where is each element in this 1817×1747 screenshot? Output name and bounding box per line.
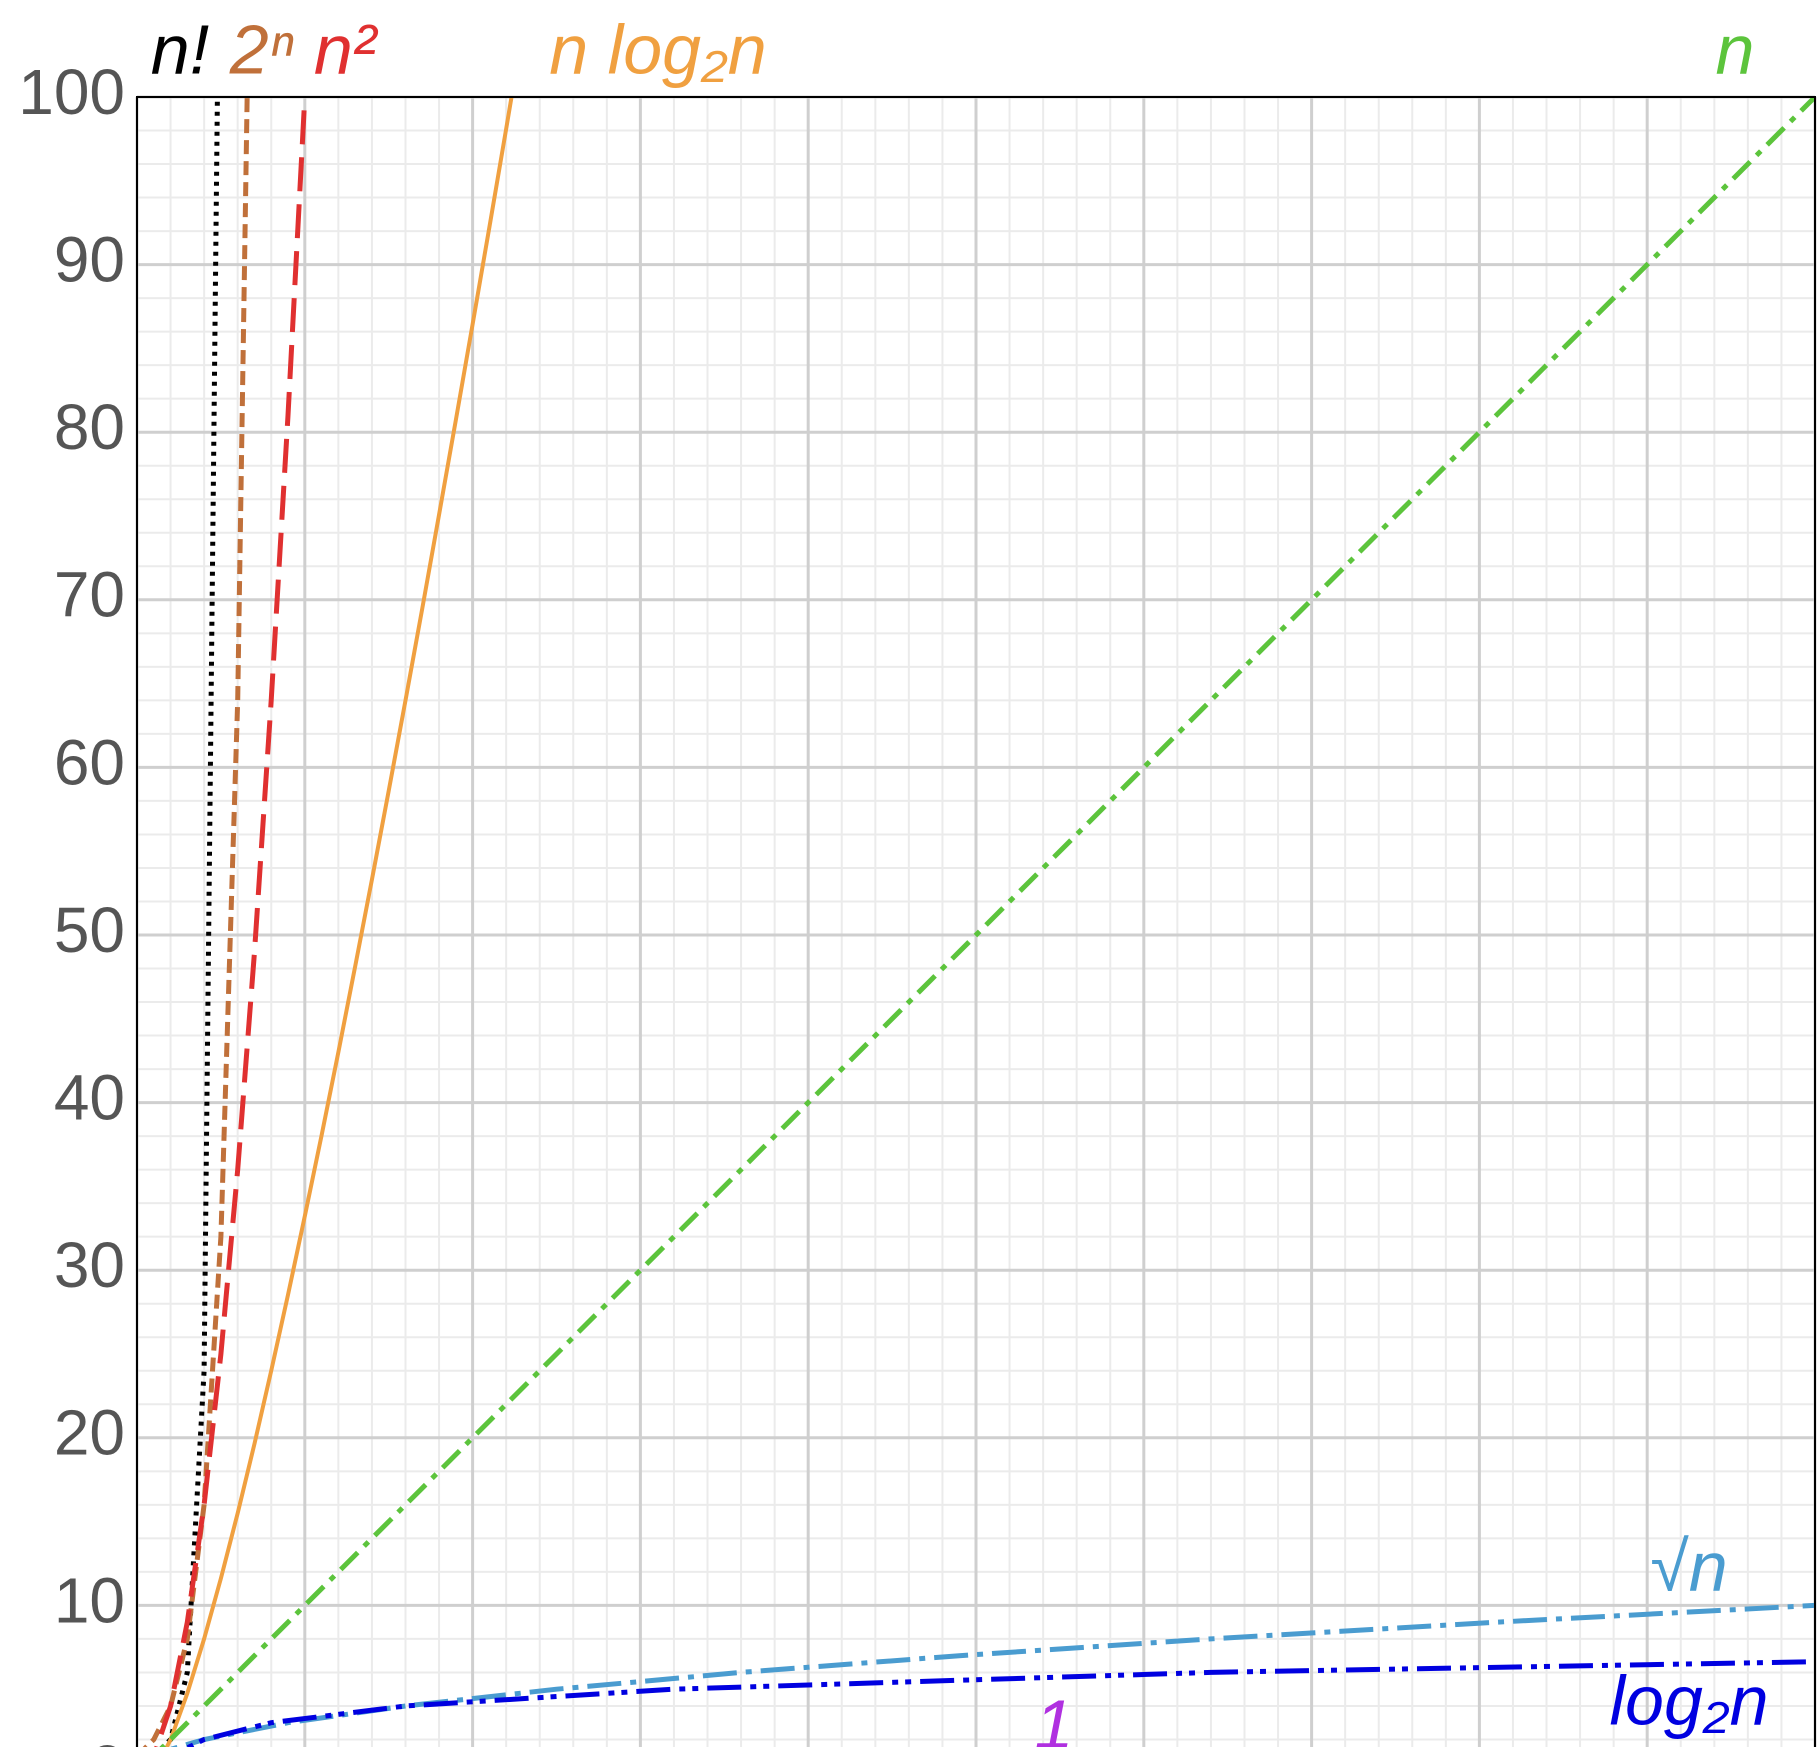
series-label: n [1716, 10, 1755, 88]
y-tick-label: 20 [54, 1397, 125, 1469]
plot-frame [136, 96, 1816, 1747]
series-label: 2ⁿ [229, 10, 294, 88]
series-label: √n [1650, 1527, 1727, 1605]
labels: 0 10 20 30 40 50 60 70 80 90 100 n! 2ⁿ n² n log₂n n √n lo… [18, 10, 1768, 1747]
y-tick-label: 40 [54, 1062, 125, 1134]
y-tick-label: 30 [54, 1229, 125, 1301]
y-tick-label: 10 [54, 1564, 125, 1636]
plot-area [142, 97, 1815, 1747]
y-tick-label: 60 [54, 726, 125, 798]
y-tick-label: 0 [89, 1732, 125, 1747]
y-tick-label: 50 [54, 894, 125, 966]
grid [135, 95, 1817, 1747]
series-line [159, 97, 1815, 1747]
series-line [164, 97, 514, 1747]
y-tick-label: 70 [54, 559, 125, 631]
y-tick-label: 80 [54, 391, 125, 463]
series-label: 1 [1035, 1685, 1074, 1747]
series-line [183, 1659, 1815, 1747]
series-line [169, 1602, 1815, 1747]
y-tick-label: 90 [54, 224, 125, 296]
series-label: n log₂n [549, 10, 766, 88]
series-label: log₂n [1609, 1661, 1768, 1739]
series-label: n! [151, 10, 209, 88]
series-line [154, 97, 308, 1747]
y-tick-label: 100 [18, 56, 125, 128]
series-label: n² [314, 10, 379, 88]
series-line [159, 97, 220, 1747]
